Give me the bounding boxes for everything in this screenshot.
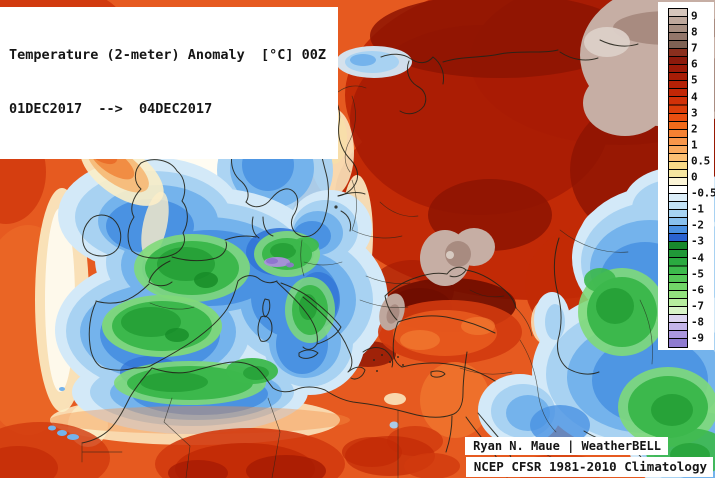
colorbar-tick-label: -2 <box>691 218 704 232</box>
colorbar-tick-label: 8 <box>691 25 698 39</box>
colorbar-cell <box>669 274 687 291</box>
colorbar-cell <box>669 145 687 162</box>
colorbar-cell <box>669 226 687 243</box>
title-line-2: 01DEC2017 --> 04DEC2017 <box>9 101 213 117</box>
colorbar-cell <box>669 242 687 259</box>
credit-climatology: NCEP CFSR 1981-2010 Climatology <box>465 457 713 477</box>
colorbar-tick-label: 7 <box>691 41 698 55</box>
colorbar-tick-label: 4 <box>691 90 698 103</box>
colorbar-tick-label: -6 <box>691 283 704 297</box>
colorbar-tick-label: 5 <box>691 73 698 87</box>
colorbar-tick-label: -0.5 <box>691 186 715 200</box>
colorbar-cell <box>669 97 687 114</box>
colorbar-tick-label: 3 <box>691 106 698 120</box>
colorbar-cell <box>669 258 687 275</box>
colorbar-cell <box>669 17 687 34</box>
colorbar-tick-label: -9 <box>691 331 704 345</box>
colorbar-cell <box>669 177 687 195</box>
colorbar-cell <box>669 33 687 50</box>
colorbar-cell <box>669 65 687 82</box>
colorbar-tick-label: -7 <box>691 299 704 313</box>
colorbar-tick-label: 0.5 <box>691 154 710 168</box>
colorbar-cell <box>669 129 687 146</box>
colorbar-tick-label: 1 <box>691 138 698 152</box>
colorbar-scale <box>668 8 688 348</box>
colorbar-cell <box>669 322 687 339</box>
credit-author: Ryan N. Maue | WeatherBELL <box>465 437 668 455</box>
colorbar-cell <box>669 81 687 98</box>
colorbar-cell <box>669 113 687 130</box>
colorbar-cell <box>669 290 687 307</box>
colorbar-cell <box>669 9 687 17</box>
colorbar-cell <box>669 338 687 347</box>
colorbar-tick-label: -8 <box>691 315 704 329</box>
colorbar: 9 8 7 6 5 4 3 2 1 0.5 0 -0.5 -1 -2 -3 -4 -5 -6 -7 -8 -9 <box>658 2 715 350</box>
colorbar-tick-label: -1 <box>691 202 704 216</box>
colorbar-tick-label: 9 <box>691 9 698 23</box>
colorbar-cell <box>669 49 687 66</box>
colorbar-cell <box>669 161 687 178</box>
colorbar-tick-label: -5 <box>691 267 704 281</box>
colorbar-cell <box>669 194 687 211</box>
colorbar-tick-label: -3 <box>691 234 704 248</box>
colorbar-tick-label: -4 <box>691 251 704 264</box>
colorbar-tick-label: 2 <box>691 122 698 136</box>
title-box: Temperature (2-meter) Anomaly [°C] 00Z 0… <box>0 7 338 159</box>
title-line-1: Temperature (2-meter) Anomaly [°C] 00Z <box>9 47 326 63</box>
colorbar-tick-label: 6 <box>691 57 698 71</box>
colorbar-cell <box>669 210 687 227</box>
colorbar-cell <box>669 306 687 323</box>
colorbar-tick-label: 0 <box>691 170 698 184</box>
